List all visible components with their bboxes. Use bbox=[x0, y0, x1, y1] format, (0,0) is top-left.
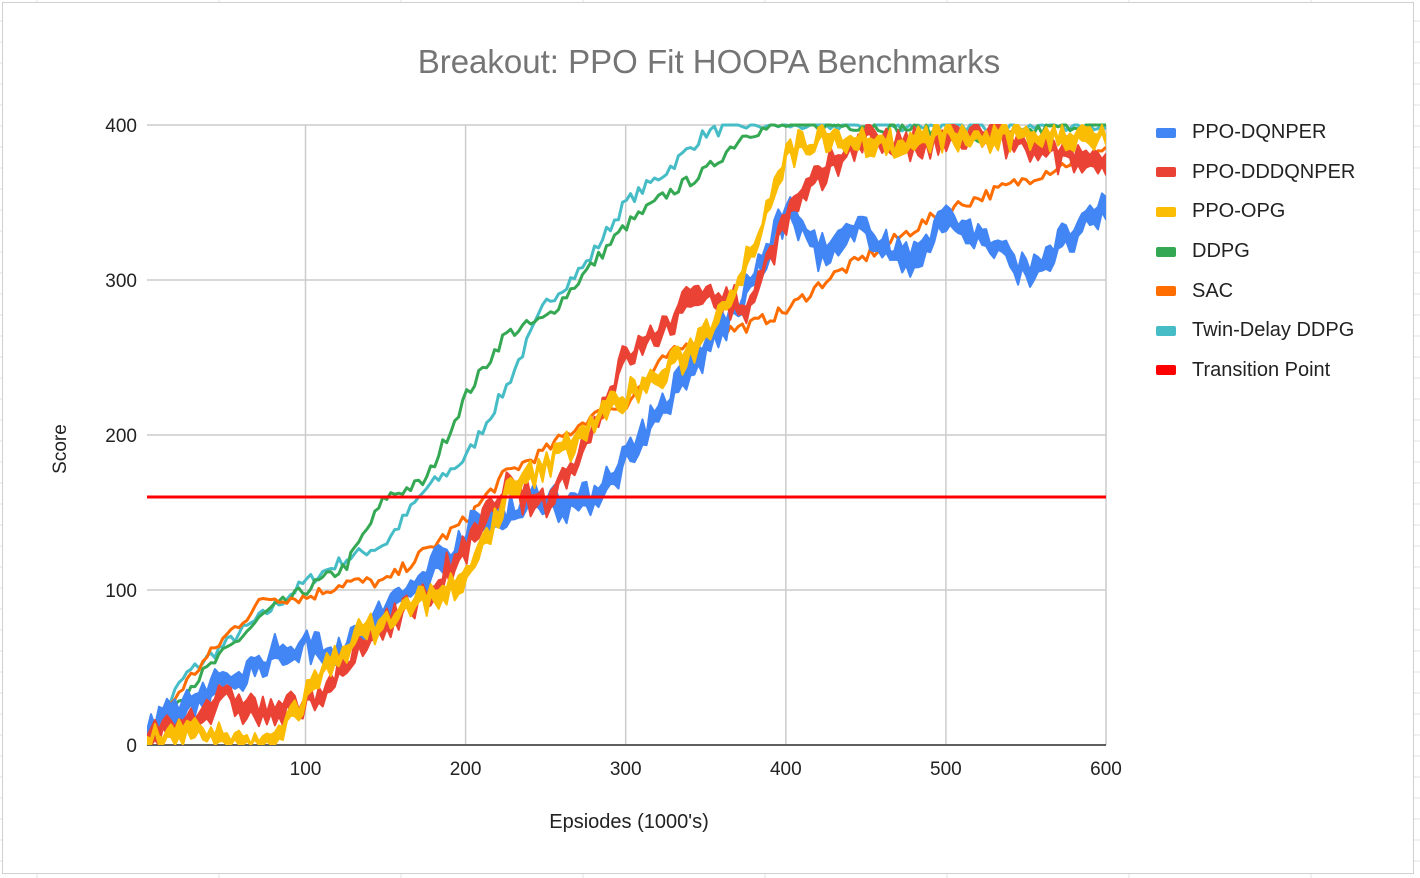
legend-swatch bbox=[1156, 246, 1176, 257]
legend-swatch bbox=[1156, 167, 1176, 178]
legend-item: PPO-DDDQNPER bbox=[1156, 153, 1355, 193]
x-tick-label: 300 bbox=[610, 759, 642, 780]
legend-label: DDPG bbox=[1192, 240, 1250, 263]
legend-item: PPO-OPG bbox=[1156, 192, 1355, 232]
legend-item: PPO-DQNPER bbox=[1156, 113, 1355, 153]
y-tick-label: 0 bbox=[126, 736, 137, 757]
series-band-ppo-dddqnper bbox=[147, 124, 1106, 745]
legend-item: Transition Point bbox=[1156, 351, 1355, 391]
y-tick-label: 100 bbox=[105, 581, 137, 602]
legend-item: Twin-Delay DDPG bbox=[1156, 311, 1355, 351]
legend-swatch bbox=[1156, 365, 1176, 376]
legend-swatch bbox=[1156, 286, 1176, 297]
legend-label: Twin-Delay DDPG bbox=[1192, 319, 1355, 342]
legend-swatch bbox=[1156, 325, 1176, 336]
y-tick-label: 300 bbox=[105, 271, 137, 292]
x-tick-label: 200 bbox=[450, 759, 482, 780]
legend-swatch bbox=[1156, 127, 1176, 138]
x-tick-label: 100 bbox=[290, 759, 322, 780]
legend-label: PPO-DDDQNPER bbox=[1192, 160, 1356, 183]
y-tick-label: 200 bbox=[105, 426, 137, 447]
x-tick-label: 500 bbox=[930, 759, 962, 780]
series-band-ppo-dqnper bbox=[147, 192, 1106, 745]
legend-item: DDPG bbox=[1156, 232, 1355, 272]
legend-label: SAC bbox=[1192, 279, 1234, 302]
legend-swatch bbox=[1156, 206, 1176, 217]
legend-label: PPO-OPG bbox=[1192, 200, 1286, 223]
legend-item: SAC bbox=[1156, 271, 1355, 311]
chart-title: Breakout: PPO Fit HOOPA Benchmarks bbox=[417, 43, 1001, 80]
y-tick-label: 400 bbox=[105, 116, 137, 137]
x-axis-label: Epsiodes (1000's) bbox=[549, 811, 709, 833]
series-band-ppo-opg bbox=[147, 124, 1106, 745]
x-tick-label: 400 bbox=[770, 759, 802, 780]
legend: PPO-DQNPER PPO-DDDQNPER PPO-OPG DDPG SAC Twin… bbox=[1156, 113, 1355, 390]
legend-label: PPO-DQNPER bbox=[1192, 121, 1327, 144]
x-tick-label: 600 bbox=[1090, 759, 1122, 780]
legend-label: Transition Point bbox=[1192, 358, 1331, 381]
